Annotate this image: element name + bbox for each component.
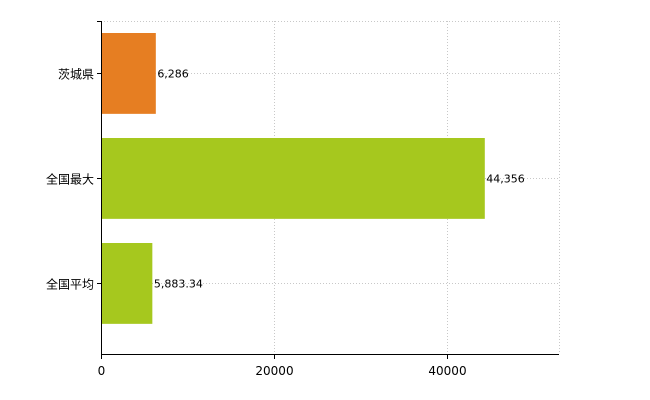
bar-2 [101,243,153,324]
category-label-1: 全国最大 [46,171,94,186]
axes [97,21,559,359]
x-tick-label-2: 40000 [428,364,466,378]
data-label-0: 6,286 [157,67,189,80]
x-tick-label-1: 20000 [255,364,293,378]
bar-1 [101,138,485,219]
data-label-1: 44,356 [486,172,525,185]
x-tick-label-0: 0 [98,364,106,378]
bars [101,33,485,324]
data-label-2: 5,883.34 [154,277,203,290]
bar-0 [101,33,156,114]
category-label-0: 茨城県 [58,67,94,81]
category-label-2: 全国平均 [46,276,94,291]
